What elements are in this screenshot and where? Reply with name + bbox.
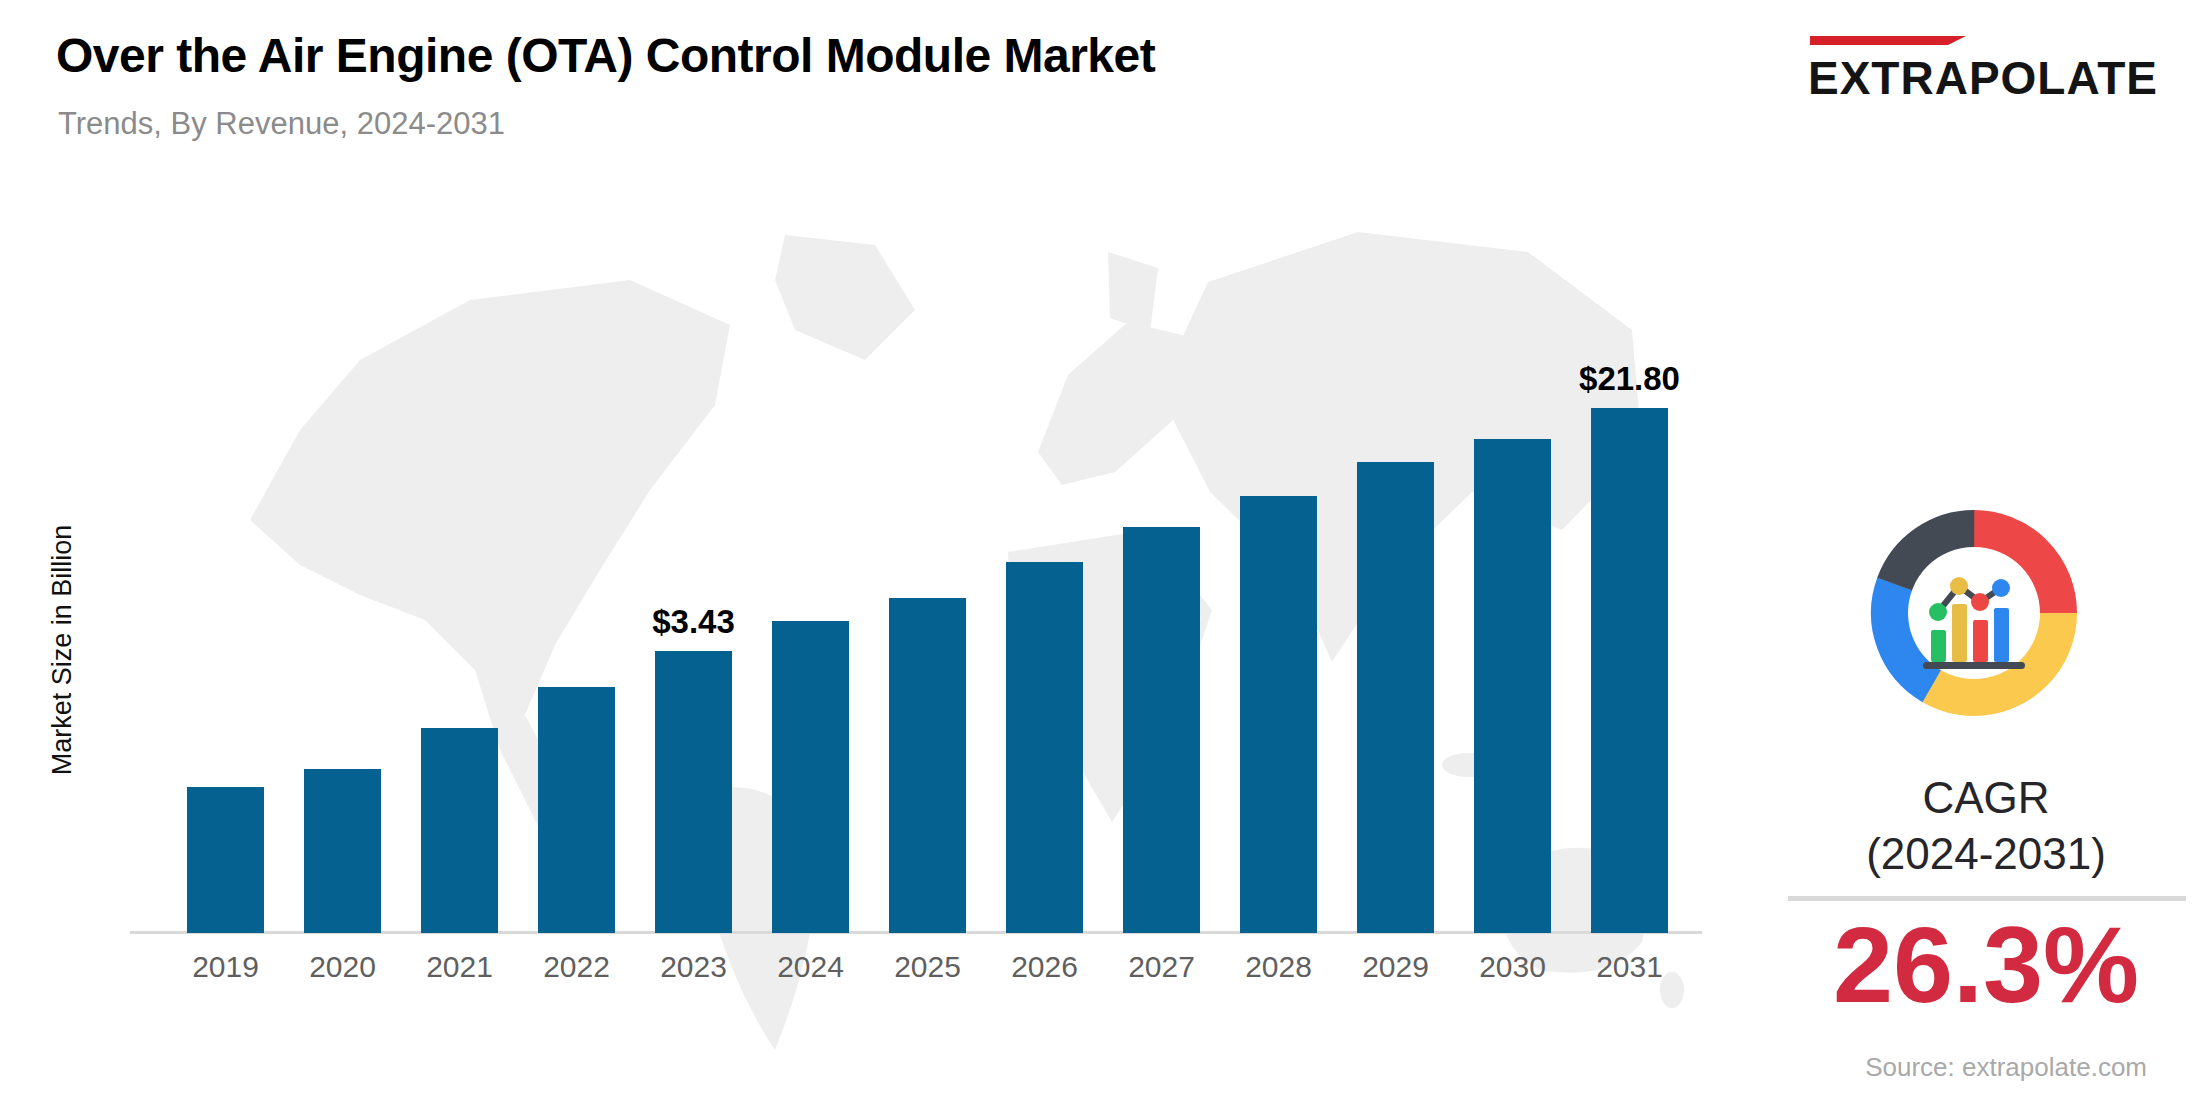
- data-label-2031: $21.80: [1550, 360, 1710, 398]
- x-tick-2029: 2029: [1337, 950, 1454, 984]
- x-tick-2026: 2026: [986, 950, 1103, 984]
- bar-2029: [1357, 462, 1434, 933]
- logo-red-stripe: [1810, 36, 1966, 45]
- bar-2024: [772, 621, 849, 933]
- bar-2019: [187, 787, 264, 933]
- x-tick-2031: 2031: [1571, 950, 1688, 984]
- x-tick-2020: 2020: [284, 950, 401, 984]
- bar-2025: [889, 598, 966, 933]
- bar-2030: [1474, 439, 1551, 933]
- x-tick-2019: 2019: [167, 950, 284, 984]
- x-tick-2028: 2028: [1220, 950, 1337, 984]
- x-tick-2025: 2025: [869, 950, 986, 984]
- source-attribution: Source: extrapolate.com: [1740, 1052, 2147, 1083]
- bar-2028: [1240, 496, 1317, 933]
- page-title: Over the Air Engine (OTA) Control Module…: [56, 28, 1155, 83]
- page-subtitle: Trends, By Revenue, 2024-2031: [58, 106, 505, 142]
- x-tick-2022: 2022: [518, 950, 635, 984]
- x-tick-2027: 2027: [1103, 950, 1220, 984]
- cagr-label-line1: CAGR: [1790, 770, 2182, 826]
- x-tick-2021: 2021: [401, 950, 518, 984]
- data-label-2023: $3.43: [614, 603, 774, 641]
- x-tick-2030: 2030: [1454, 950, 1571, 984]
- x-tick-2024: 2024: [752, 950, 869, 984]
- bar-2022: [538, 687, 615, 933]
- cagr-label-line2: (2024-2031): [1790, 826, 2182, 882]
- y-axis-label: Market Size in Billion: [47, 525, 78, 776]
- bar-2020: [304, 769, 381, 933]
- bar-2026: [1006, 562, 1083, 933]
- bar-2021: [421, 728, 498, 933]
- bar-2023: [655, 651, 732, 933]
- cagr-label: CAGR (2024-2031): [1790, 770, 2182, 882]
- donut-chart-icon: [1869, 508, 2079, 718]
- bar-2027: [1123, 527, 1200, 933]
- x-tick-2023: 2023: [635, 950, 752, 984]
- extrapolate-logo: EXTRAPOLATE: [1808, 36, 2158, 105]
- cagr-value: 26.3%: [1790, 910, 2182, 1020]
- bar-2031: [1591, 408, 1668, 933]
- logo-wordmark: EXTRAPOLATE: [1808, 51, 2158, 105]
- cagr-divider: [1788, 896, 2186, 901]
